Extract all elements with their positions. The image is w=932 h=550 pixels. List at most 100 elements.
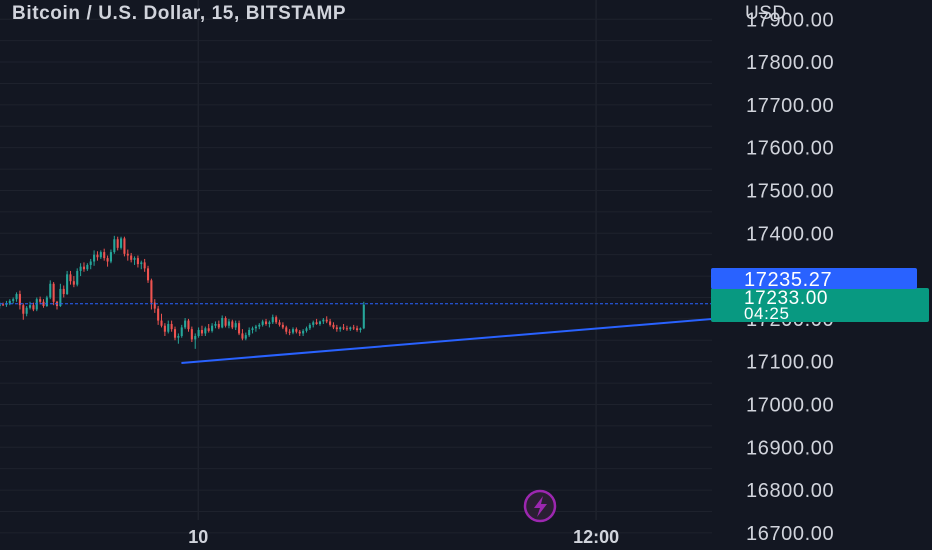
candle-body xyxy=(271,317,274,323)
candle-body xyxy=(76,270,79,285)
y-tick-label: 17900.00 xyxy=(746,9,834,31)
candle-body xyxy=(258,324,261,327)
candle-body xyxy=(254,326,257,329)
candle-body xyxy=(109,252,112,262)
candle-body xyxy=(130,255,133,260)
candle-body xyxy=(12,299,15,301)
y-tick-label: 17800.00 xyxy=(746,52,834,74)
candle-body xyxy=(356,328,359,330)
candle-body xyxy=(126,253,129,256)
candle-body xyxy=(359,328,362,330)
candle-body xyxy=(227,321,230,326)
candle-body xyxy=(194,335,197,340)
y-tick-label: 17400.00 xyxy=(746,223,834,245)
candle-body xyxy=(79,266,82,271)
reference-price-badge xyxy=(711,268,917,289)
candle-body xyxy=(42,301,45,307)
candle-body xyxy=(113,239,116,253)
candle-body xyxy=(116,239,119,248)
candle-body xyxy=(278,322,281,325)
candle-body xyxy=(82,266,86,270)
candle-body xyxy=(133,258,136,260)
candle-body xyxy=(173,329,177,338)
candle-body xyxy=(187,320,190,330)
symbol-title[interactable]: Bitcoin / U.S. Dollar, 15, BITSTAMP xyxy=(12,3,347,24)
candle-body xyxy=(190,329,193,340)
y-tick-label: 17700.00 xyxy=(746,95,834,117)
reference-price-value: 17235.27 xyxy=(744,269,832,291)
candle-body xyxy=(335,327,338,330)
x-tick-label: 12:00 xyxy=(573,527,619,547)
candle-body xyxy=(362,304,365,329)
candle-body xyxy=(318,321,322,325)
candle-body xyxy=(39,299,42,302)
candle-body xyxy=(49,283,52,298)
candle-body xyxy=(123,238,126,254)
y-tick-label: 16900.00 xyxy=(746,437,834,459)
y-tick-label: 16800.00 xyxy=(746,480,834,502)
y-tick-label: 17000.00 xyxy=(746,394,834,416)
candle-body xyxy=(153,302,156,309)
candle-body xyxy=(25,307,28,314)
candle-body xyxy=(285,327,288,332)
lightning-icon[interactable] xyxy=(523,489,557,523)
candle-body xyxy=(204,328,207,334)
y-tick-label: 17600.00 xyxy=(746,138,834,160)
candle-body xyxy=(221,318,224,328)
candle-body xyxy=(268,322,271,325)
candle-body xyxy=(345,328,348,330)
bar-countdown: 04:25 xyxy=(744,304,790,323)
currency-label: USD xyxy=(745,3,787,24)
candle-body xyxy=(89,261,92,265)
candle-body xyxy=(251,328,254,330)
candle-body xyxy=(305,328,308,331)
candle-body xyxy=(72,281,75,285)
candle-body xyxy=(234,323,237,328)
candle-body xyxy=(302,330,305,334)
candle-body xyxy=(315,322,318,325)
candle-body xyxy=(62,288,65,295)
y-tick-label: 17500.00 xyxy=(746,180,834,202)
candle-body xyxy=(93,254,96,262)
candle-body xyxy=(59,288,62,307)
candle-body xyxy=(143,262,146,269)
candle-body xyxy=(28,305,32,308)
candle-body xyxy=(86,264,89,270)
candle-body xyxy=(197,330,200,336)
candle-body xyxy=(18,294,21,306)
candle-body xyxy=(217,324,220,328)
candle-body xyxy=(0,304,1,307)
candle-body xyxy=(211,325,214,331)
candle-body xyxy=(157,308,160,321)
candle-body xyxy=(160,320,163,326)
candle-body xyxy=(207,328,210,331)
candle-body xyxy=(329,321,332,325)
candle-body xyxy=(308,324,311,329)
candle-body xyxy=(214,324,217,326)
candle-body xyxy=(288,331,291,333)
candle-body xyxy=(106,258,109,262)
candle-body xyxy=(339,327,342,330)
candle-body xyxy=(120,238,123,248)
candle-body xyxy=(15,294,18,300)
candle-body xyxy=(325,319,328,322)
candle-body xyxy=(66,274,69,295)
candle-body xyxy=(32,305,35,310)
candle-body xyxy=(136,258,139,265)
candle-body xyxy=(184,320,187,328)
candle-body xyxy=(170,324,173,330)
candle-body xyxy=(177,335,180,338)
candle-body xyxy=(146,268,150,281)
candle-body xyxy=(261,321,264,325)
x-tick-label: 10 xyxy=(188,527,208,547)
candle-body xyxy=(224,318,227,326)
candle-body xyxy=(349,327,352,330)
candle-body xyxy=(99,252,102,258)
y-tick-label: 16700.00 xyxy=(746,523,834,545)
last-price-badge xyxy=(711,288,929,322)
last-price-value: 17233.00 xyxy=(744,288,828,309)
candle-body xyxy=(45,297,48,307)
y-tick-label: 17100.00 xyxy=(746,352,834,374)
